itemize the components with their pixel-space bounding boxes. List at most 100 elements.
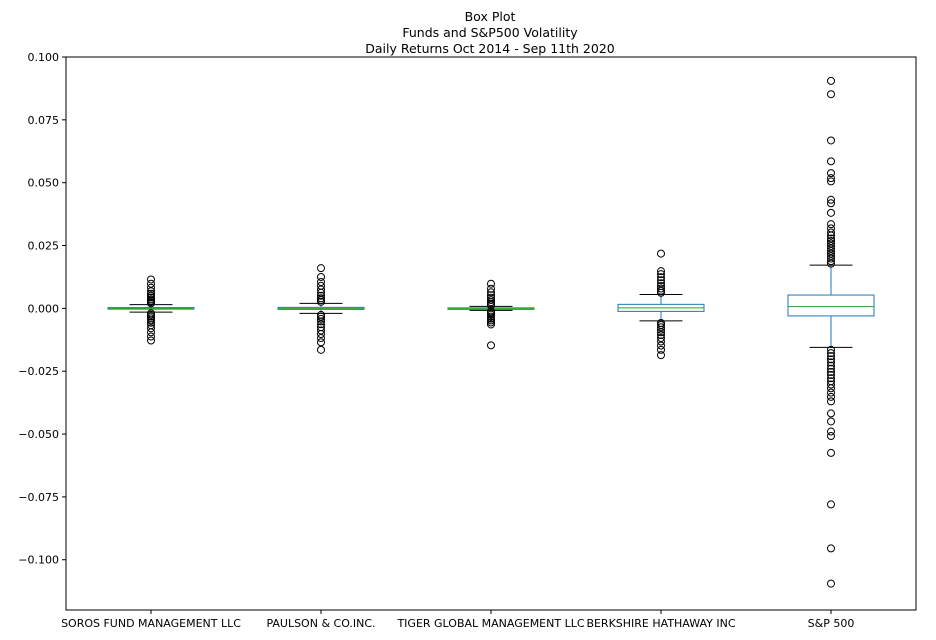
outlier-point: [487, 310, 495, 319]
outlier-point: [827, 234, 835, 243]
y-axis: 0.100 0.075 0.050 0.025 0.000 −0.025 −0.050 −0.…: [18, 51, 66, 567]
chart-title-line-3: Daily Returns Oct 2014 - Sep 11th 2020: [365, 41, 615, 56]
box-iqr: [787, 294, 875, 317]
outlier-point: [657, 286, 665, 295]
outlier-point: [827, 252, 835, 261]
boxes-layer: [107, 76, 875, 588]
box-group: [447, 279, 535, 350]
outlier-point: [317, 345, 325, 354]
y-tick-label: 0.075: [28, 114, 60, 127]
outlier-point: [487, 279, 495, 288]
outlier-point: [487, 320, 495, 329]
y-tick-label: −0.050: [18, 428, 59, 441]
outlier-point: [317, 264, 325, 273]
outlier-point: [827, 500, 835, 509]
outlier-point: [827, 448, 835, 457]
outlier-point: [827, 199, 835, 208]
outlier-point: [827, 380, 835, 389]
outlier-point: [317, 326, 325, 335]
outlier-point: [147, 316, 155, 325]
chart-title-line-1: Box Plot: [465, 9, 516, 24]
outlier-point: [827, 228, 835, 237]
outlier-point: [827, 247, 835, 256]
outlier-point: [487, 312, 495, 321]
outlier-point: [827, 370, 835, 379]
outlier-point: [147, 332, 155, 341]
outlier-point: [657, 325, 665, 334]
outlier-point: [827, 388, 835, 397]
outlier-point: [487, 318, 495, 327]
outlier-point: [827, 579, 835, 588]
outlier-point: [657, 270, 665, 279]
outlier-point: [317, 312, 325, 321]
outlier-point: [827, 349, 835, 358]
outlier-point: [827, 177, 835, 186]
chart-title-line-2: Funds and S&P500 Volatility: [402, 25, 578, 40]
outlier-point: [657, 351, 665, 360]
outlier-point: [827, 427, 835, 436]
outlier-point: [317, 334, 325, 343]
outlier-point: [147, 283, 155, 292]
outlier-point: [317, 291, 325, 300]
y-tick-label: −0.025: [18, 365, 59, 378]
outlier-point: [827, 374, 835, 383]
outlier-point: [827, 432, 835, 441]
outlier-point: [827, 236, 835, 245]
outlier-point: [827, 224, 835, 233]
y-tick-label: −0.075: [18, 491, 59, 504]
outlier-point: [657, 284, 665, 293]
outlier-point: [147, 336, 155, 345]
outlier-point: [317, 338, 325, 347]
outlier-point: [657, 288, 665, 297]
outlier-point: [827, 355, 835, 364]
outlier-point: [827, 239, 835, 248]
x-category-label: PAULSON & CO.INC.: [266, 617, 375, 630]
outlier-point: [827, 249, 835, 258]
outlier-point: [147, 328, 155, 337]
outlier-point: [317, 330, 325, 339]
outlier-point: [317, 314, 325, 323]
outlier-point: [827, 417, 835, 426]
outlier-point: [657, 276, 665, 285]
x-axis: SOROS FUND MANAGEMENT LLC PAULSON & CO.IN…: [61, 610, 854, 630]
plot-area-frame: [65, 56, 917, 611]
outlier-point: [827, 242, 835, 251]
outlier-point: [487, 293, 495, 302]
outlier-point: [827, 409, 835, 418]
outlier-point: [827, 254, 835, 263]
outlier-point: [147, 318, 155, 327]
outlier-point: [657, 328, 665, 337]
y-tick-label: 0.000: [28, 302, 60, 315]
box-group: [107, 275, 195, 345]
outlier-point: [827, 364, 835, 373]
outlier-point: [487, 341, 495, 350]
x-category-label: SOROS FUND MANAGEMENT LLC: [61, 617, 241, 630]
x-category-label: S&P 500: [808, 617, 855, 630]
outlier-point: [827, 358, 835, 367]
outlier-point: [827, 220, 835, 229]
outlier-point: [827, 259, 835, 268]
outlier-point: [147, 324, 155, 333]
outlier-point: [657, 334, 665, 343]
outlier-point: [827, 352, 835, 361]
outlier-point: [147, 299, 155, 308]
outlier-point: [657, 249, 665, 258]
y-tick-label: 0.100: [28, 51, 60, 64]
outlier-point: [827, 244, 835, 253]
y-tick-label: 0.025: [28, 240, 60, 253]
outlier-point: [317, 297, 325, 306]
box-group: [787, 76, 875, 588]
outlier-point: [827, 392, 835, 401]
outlier-point: [827, 367, 835, 376]
outlier-point: [317, 272, 325, 281]
box-group: [617, 249, 705, 360]
outlier-point: [657, 279, 665, 288]
outlier-point: [487, 296, 495, 305]
outlier-point: [657, 337, 665, 346]
y-tick-label: 0.050: [28, 177, 60, 190]
outlier-point: [657, 273, 665, 282]
outlier-point: [487, 316, 495, 325]
outlier-point: [827, 169, 835, 178]
outlier-point: [827, 345, 835, 354]
